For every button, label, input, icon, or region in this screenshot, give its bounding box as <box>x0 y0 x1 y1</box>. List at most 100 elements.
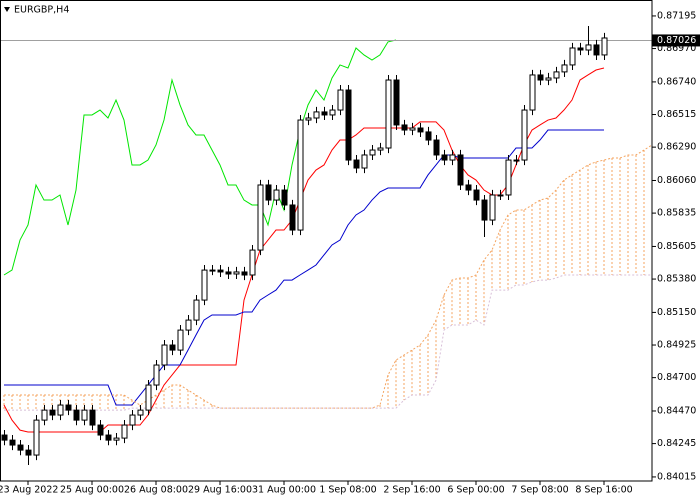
x-tick-label: 23 Aug 2022 <box>0 485 58 496</box>
candle-body <box>289 204 296 231</box>
y-tick-label: 0.84700 <box>657 372 696 383</box>
candle-body <box>529 74 536 111</box>
x-tick-label: 26 Aug 08:00 <box>124 485 188 496</box>
candle-body <box>521 109 528 161</box>
candle-body <box>105 434 112 441</box>
candle-body <box>161 344 168 366</box>
y-tick-label: 0.85605 <box>657 241 696 252</box>
current-price-label: 0.87026 <box>657 35 696 46</box>
candle-body <box>9 439 16 446</box>
candle-body <box>225 271 232 275</box>
candle-body <box>193 299 200 321</box>
candle-body <box>249 249 256 276</box>
x-tick-label: 2 Sep 16:00 <box>383 485 440 496</box>
y-tick-label: 0.84245 <box>657 438 696 449</box>
candle-body <box>505 159 512 196</box>
candle-body <box>241 271 248 276</box>
candle-body <box>89 409 96 426</box>
candle-body <box>409 127 416 131</box>
candle-body <box>209 269 216 272</box>
candle-body <box>545 77 552 81</box>
candle-body <box>425 131 432 141</box>
candle-body <box>377 147 384 151</box>
candle-body <box>305 117 312 121</box>
symbol-icon <box>4 7 10 12</box>
indicator-line <box>3 67 605 433</box>
indicator-line <box>3 39 397 276</box>
candle-body <box>1 434 8 441</box>
x-tick-label: 29 Aug 16:00 <box>188 485 252 496</box>
candle-body <box>361 154 368 169</box>
x-tick-label: 7 Sep 08:00 <box>511 485 568 496</box>
candle-body <box>465 184 472 191</box>
candle-body <box>73 409 80 421</box>
x-tick-label: 25 Aug 00:00 <box>60 485 124 496</box>
candle-body <box>577 47 584 51</box>
candle-body <box>297 119 304 231</box>
candle-body <box>41 409 48 421</box>
candle-body <box>145 384 152 411</box>
candle-body <box>417 127 424 133</box>
candle-body <box>113 437 120 441</box>
candle-body <box>329 109 336 116</box>
candle-body <box>281 189 288 206</box>
y-tick-label: 0.85835 <box>657 208 696 219</box>
candle-body <box>153 364 160 386</box>
candle-body <box>25 449 32 456</box>
y-tick-label: 0.86970 <box>657 43 696 54</box>
candle-body <box>601 37 608 56</box>
candle-body <box>345 89 352 161</box>
candle-body <box>473 189 480 201</box>
y-tick-label: 0.86740 <box>657 76 696 87</box>
candle-body <box>217 269 224 273</box>
candle-body <box>385 79 392 149</box>
candle-body <box>57 404 64 416</box>
candle-body <box>353 159 360 169</box>
candle-body <box>369 149 376 156</box>
candle-body <box>177 329 184 351</box>
candle-body <box>169 344 176 351</box>
candle-body <box>441 154 448 161</box>
candle-body <box>497 194 504 197</box>
candle-body <box>337 89 344 111</box>
candle-body <box>561 64 568 73</box>
candle-body <box>593 44 600 56</box>
y-tick-label: 0.86515 <box>657 109 696 120</box>
y-tick-label: 0.85150 <box>657 307 696 318</box>
candle-body <box>393 79 400 126</box>
chart-title: EURGBP,H4 <box>14 5 69 16</box>
candle-body <box>457 154 464 186</box>
candle-body <box>17 444 24 451</box>
candle-body <box>65 404 72 411</box>
candle-body <box>257 184 264 251</box>
candle-body <box>569 47 576 66</box>
y-tick-label: 0.84470 <box>657 405 696 416</box>
y-tick-label: 0.84925 <box>657 340 696 351</box>
y-tick-label: 0.86290 <box>657 142 696 153</box>
y-tick-label: 0.86060 <box>657 175 696 186</box>
indicator-line <box>4 144 653 409</box>
indicator-line <box>4 129 604 406</box>
current-price-box <box>652 34 700 47</box>
candle-body <box>585 44 592 51</box>
indicator-line <box>4 274 652 411</box>
x-tick-label: 1 Sep 08:00 <box>319 485 376 496</box>
candle-body <box>537 74 544 81</box>
x-tick-label: 31 Aug 00:00 <box>252 485 316 496</box>
y-tick-label: 0.85380 <box>657 274 696 285</box>
candle-body <box>449 154 456 161</box>
candle-body <box>97 424 104 436</box>
candle-body <box>513 159 520 162</box>
candle-body <box>49 409 56 416</box>
candle-body <box>401 124 408 131</box>
candle-body <box>489 194 496 221</box>
candle-body <box>137 409 144 416</box>
plot-frame <box>0 0 653 482</box>
y-tick-label: 0.87195 <box>657 10 696 21</box>
candle-body <box>481 199 488 221</box>
x-tick-label: 6 Sep 00:00 <box>447 485 504 496</box>
plot-layer <box>0 25 653 466</box>
